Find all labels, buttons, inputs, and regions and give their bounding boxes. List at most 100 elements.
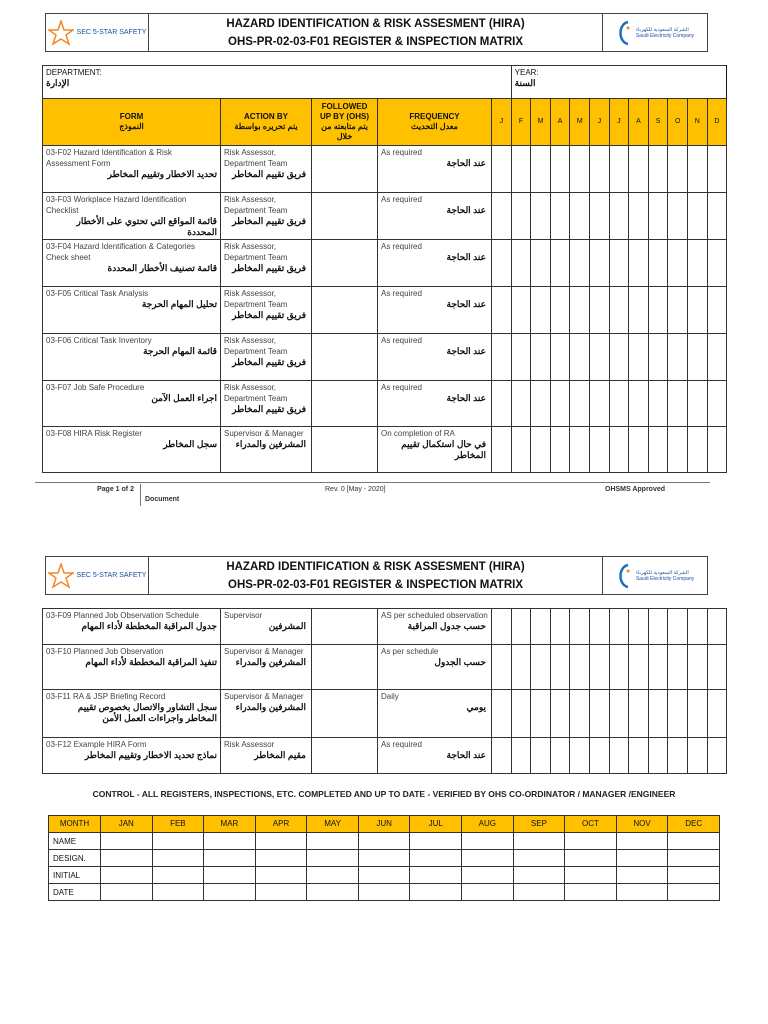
month-cell[interactable] xyxy=(647,644,669,690)
month-cell[interactable] xyxy=(667,644,688,690)
month-cell[interactable] xyxy=(667,737,688,774)
control-cell[interactable] xyxy=(254,832,308,850)
month-cell[interactable] xyxy=(687,192,708,240)
control-cell[interactable] xyxy=(615,866,669,884)
month-cell[interactable] xyxy=(706,689,728,738)
month-cell[interactable] xyxy=(569,608,590,645)
month-cell[interactable] xyxy=(530,426,551,473)
month-cell[interactable] xyxy=(628,380,649,427)
month-cell[interactable] xyxy=(667,608,688,645)
month-cell[interactable] xyxy=(549,380,571,427)
month-cell[interactable] xyxy=(608,192,630,240)
year-field[interactable]: YEAR: السنة xyxy=(510,65,728,99)
month-cell[interactable] xyxy=(491,737,512,774)
month-cell[interactable] xyxy=(589,192,610,240)
month-cell[interactable] xyxy=(628,608,649,645)
month-cell[interactable] xyxy=(706,286,728,334)
month-cell[interactable] xyxy=(687,145,708,193)
month-cell[interactable] xyxy=(706,145,728,193)
month-cell[interactable] xyxy=(530,192,551,240)
month-cell[interactable] xyxy=(549,145,571,193)
control-cell[interactable] xyxy=(100,849,153,867)
month-cell[interactable] xyxy=(530,644,551,690)
month-cell[interactable] xyxy=(706,333,728,381)
month-cell[interactable] xyxy=(706,426,728,473)
control-cell[interactable] xyxy=(461,849,514,867)
month-cell[interactable] xyxy=(510,192,532,240)
month-cell[interactable] xyxy=(569,737,590,774)
control-cell[interactable] xyxy=(667,883,720,901)
followed-up-cell[interactable] xyxy=(311,608,378,645)
month-cell[interactable] xyxy=(706,380,728,427)
month-cell[interactable] xyxy=(491,333,512,381)
month-cell[interactable] xyxy=(569,239,591,287)
control-cell[interactable] xyxy=(203,866,256,884)
month-cell[interactable] xyxy=(510,737,532,774)
control-cell[interactable] xyxy=(667,849,720,867)
month-cell[interactable] xyxy=(491,286,512,334)
control-cell[interactable] xyxy=(306,866,359,884)
month-cell[interactable] xyxy=(530,286,551,334)
month-cell[interactable] xyxy=(549,286,571,334)
control-cell[interactable] xyxy=(409,849,463,867)
followed-up-cell[interactable] xyxy=(311,737,378,774)
control-cell[interactable] xyxy=(100,832,153,850)
month-cell[interactable] xyxy=(549,608,571,645)
control-cell[interactable] xyxy=(564,866,617,884)
month-cell[interactable] xyxy=(608,689,630,738)
month-cell[interactable] xyxy=(647,145,669,193)
control-cell[interactable] xyxy=(564,832,617,850)
control-cell[interactable] xyxy=(151,883,205,901)
control-cell[interactable] xyxy=(203,849,256,867)
month-cell[interactable] xyxy=(667,426,688,473)
month-cell[interactable] xyxy=(667,239,688,287)
month-cell[interactable] xyxy=(647,286,669,334)
month-cell[interactable] xyxy=(549,737,571,774)
month-cell[interactable] xyxy=(530,380,551,427)
month-cell[interactable] xyxy=(569,145,591,193)
control-cell[interactable] xyxy=(203,832,256,850)
month-cell[interactable] xyxy=(647,608,669,645)
department-field[interactable]: DEPARTMENT: الإدارة xyxy=(42,65,512,99)
month-cell[interactable] xyxy=(491,380,512,427)
month-cell[interactable] xyxy=(589,380,610,427)
month-cell[interactable] xyxy=(588,644,610,690)
month-cell[interactable] xyxy=(686,608,708,645)
control-cell[interactable] xyxy=(615,832,669,850)
month-cell[interactable] xyxy=(510,426,532,473)
month-cell[interactable] xyxy=(628,192,649,240)
month-cell[interactable] xyxy=(608,145,630,193)
control-cell[interactable] xyxy=(254,866,308,884)
followed-up-cell[interactable] xyxy=(311,192,378,240)
control-cell[interactable] xyxy=(409,866,463,884)
month-cell[interactable] xyxy=(687,380,708,427)
month-cell[interactable] xyxy=(491,145,512,193)
month-cell[interactable] xyxy=(491,608,512,645)
month-cell[interactable] xyxy=(569,333,591,381)
month-cell[interactable] xyxy=(647,333,669,381)
control-cell[interactable] xyxy=(409,883,463,901)
month-cell[interactable] xyxy=(628,333,649,381)
month-cell[interactable] xyxy=(628,644,649,690)
month-cell[interactable] xyxy=(569,286,591,334)
month-cell[interactable] xyxy=(491,239,512,287)
month-cell[interactable] xyxy=(589,286,610,334)
month-cell[interactable] xyxy=(608,426,630,473)
month-cell[interactable] xyxy=(588,608,610,645)
month-cell[interactable] xyxy=(589,145,610,193)
control-cell[interactable] xyxy=(409,832,463,850)
control-cell[interactable] xyxy=(564,883,617,901)
month-cell[interactable] xyxy=(706,239,728,287)
month-cell[interactable] xyxy=(686,689,708,738)
month-cell[interactable] xyxy=(530,145,551,193)
month-cell[interactable] xyxy=(608,239,630,287)
month-cell[interactable] xyxy=(706,608,728,645)
month-cell[interactable] xyxy=(491,689,512,738)
month-cell[interactable] xyxy=(706,737,728,774)
month-cell[interactable] xyxy=(647,737,669,774)
month-cell[interactable] xyxy=(687,239,708,287)
month-cell[interactable] xyxy=(647,239,669,287)
followed-up-cell[interactable] xyxy=(311,426,378,473)
control-cell[interactable] xyxy=(564,849,617,867)
followed-up-cell[interactable] xyxy=(311,239,378,287)
